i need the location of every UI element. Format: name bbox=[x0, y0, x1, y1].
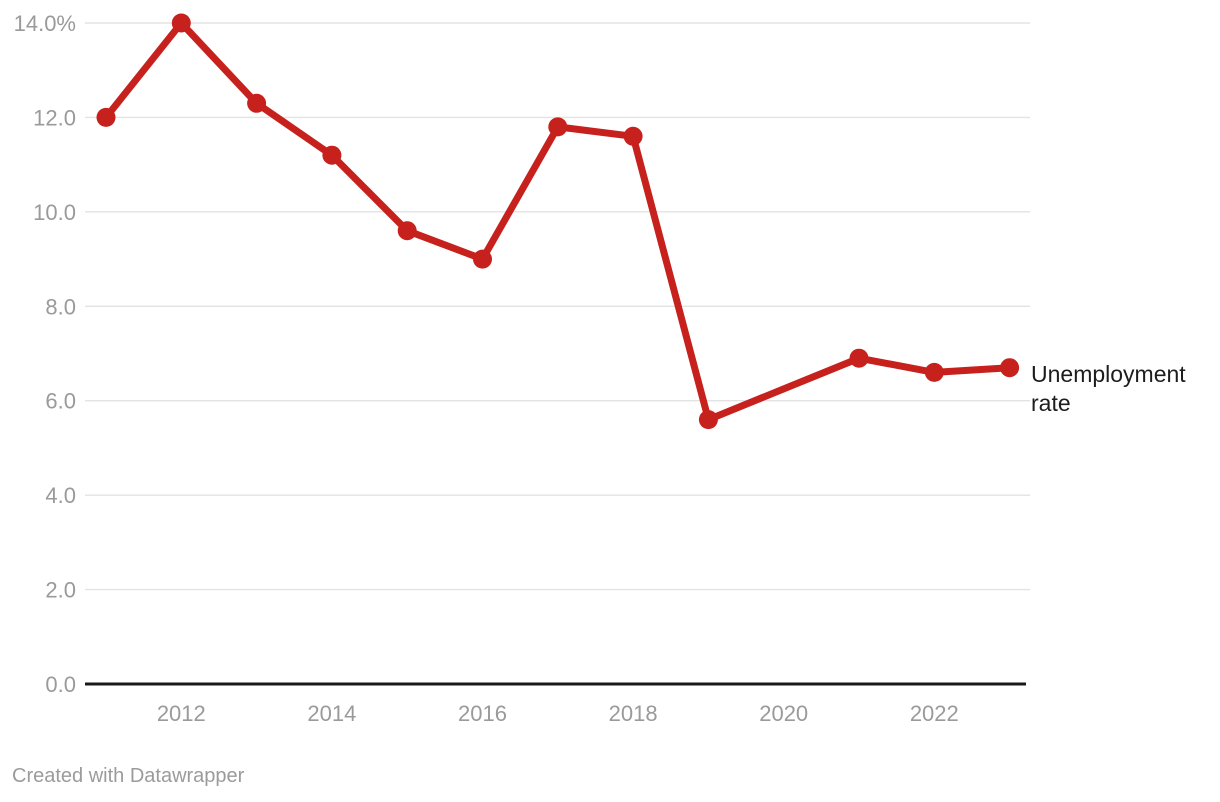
data-point-2022[interactable] bbox=[924, 362, 944, 382]
y-tick-label: 2.0 bbox=[45, 578, 76, 603]
y-tick-label: 6.0 bbox=[45, 389, 76, 414]
x-tick-label: 2016 bbox=[458, 701, 507, 726]
x-tick-label: 2020 bbox=[759, 701, 808, 726]
data-point-2019[interactable] bbox=[698, 410, 718, 430]
x-tick-label: 2014 bbox=[307, 701, 356, 726]
y-tick-label: 12.0 bbox=[33, 105, 76, 130]
y-tick-label: 10.0 bbox=[33, 200, 76, 225]
datawrapper-credit-link[interactable]: Created with Datawrapper bbox=[12, 765, 245, 787]
series-line bbox=[102, 19, 1014, 424]
x-tick-label: 2022 bbox=[910, 701, 959, 726]
x-tick-label: 2012 bbox=[157, 701, 206, 726]
series-direct-label: Unemployment rate bbox=[1031, 361, 1186, 416]
x-tick-label: 2018 bbox=[609, 701, 658, 726]
data-point-2021[interactable] bbox=[849, 348, 869, 368]
y-tick-label: 8.0 bbox=[45, 294, 76, 319]
data-point-2011[interactable] bbox=[96, 107, 116, 127]
y-tick-label: 4.0 bbox=[45, 483, 76, 508]
data-point-2013[interactable] bbox=[247, 93, 267, 113]
data-point-2014[interactable] bbox=[322, 145, 342, 165]
data-point-2017[interactable] bbox=[548, 117, 568, 137]
chart-svg: 14.0% 12.0 10.0 8.0 6.0 4.0 2.0 0.0 2012 2014 2016… bbox=[14, 11, 1030, 726]
data-point-2023[interactable] bbox=[1000, 358, 1020, 378]
y-tick-label: 14.0% bbox=[14, 11, 76, 36]
data-point-2018[interactable] bbox=[623, 126, 643, 146]
y-tick-label: 0.0 bbox=[45, 672, 76, 697]
data-point-2012[interactable] bbox=[171, 13, 191, 33]
data-point-2015[interactable] bbox=[397, 221, 417, 241]
data-point-2016[interactable] bbox=[473, 249, 492, 269]
